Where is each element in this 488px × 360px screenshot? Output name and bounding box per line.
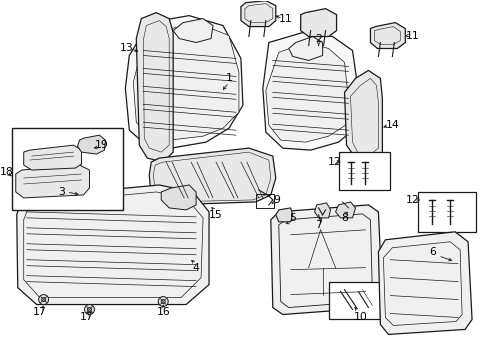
Text: 18: 18 xyxy=(0,167,14,177)
Polygon shape xyxy=(16,165,89,198)
Polygon shape xyxy=(288,36,322,60)
Text: 8: 8 xyxy=(341,213,347,223)
Polygon shape xyxy=(241,1,275,27)
Text: 2: 2 xyxy=(315,33,322,44)
Text: 12: 12 xyxy=(405,195,418,205)
Bar xyxy=(338,152,389,190)
Polygon shape xyxy=(125,15,243,148)
Text: 11: 11 xyxy=(278,14,292,24)
Polygon shape xyxy=(300,9,336,36)
Polygon shape xyxy=(161,185,196,210)
Polygon shape xyxy=(173,19,213,42)
Circle shape xyxy=(84,305,94,315)
Text: 3: 3 xyxy=(58,187,65,197)
Text: 5: 5 xyxy=(289,213,296,223)
Polygon shape xyxy=(78,135,105,154)
Polygon shape xyxy=(133,23,239,140)
Text: 10: 10 xyxy=(353,312,366,323)
Polygon shape xyxy=(17,185,208,305)
Circle shape xyxy=(158,297,168,306)
Text: 14: 14 xyxy=(385,120,398,130)
Text: 19: 19 xyxy=(94,140,108,150)
Text: 1: 1 xyxy=(225,73,232,84)
Text: 17: 17 xyxy=(80,312,93,323)
Polygon shape xyxy=(314,203,330,218)
Polygon shape xyxy=(378,232,471,334)
Text: 12: 12 xyxy=(327,157,341,167)
Circle shape xyxy=(39,294,48,305)
Polygon shape xyxy=(262,32,358,150)
Text: 9: 9 xyxy=(273,195,280,205)
Bar xyxy=(417,192,475,232)
Bar xyxy=(328,282,380,319)
Text: 6: 6 xyxy=(428,247,435,257)
Polygon shape xyxy=(265,42,348,142)
Polygon shape xyxy=(149,148,275,205)
Polygon shape xyxy=(136,13,173,162)
Polygon shape xyxy=(344,71,382,162)
Text: 17: 17 xyxy=(33,306,46,316)
Text: 16: 16 xyxy=(156,306,170,316)
Polygon shape xyxy=(275,208,292,222)
Polygon shape xyxy=(270,205,382,315)
Polygon shape xyxy=(335,202,355,218)
Text: 7: 7 xyxy=(315,220,322,230)
Text: 11: 11 xyxy=(405,31,418,41)
Bar xyxy=(12,128,123,210)
Text: 4: 4 xyxy=(192,263,199,273)
Text: 13: 13 xyxy=(119,44,133,54)
Text: 15: 15 xyxy=(209,210,223,220)
Polygon shape xyxy=(370,23,405,49)
Polygon shape xyxy=(24,145,81,170)
